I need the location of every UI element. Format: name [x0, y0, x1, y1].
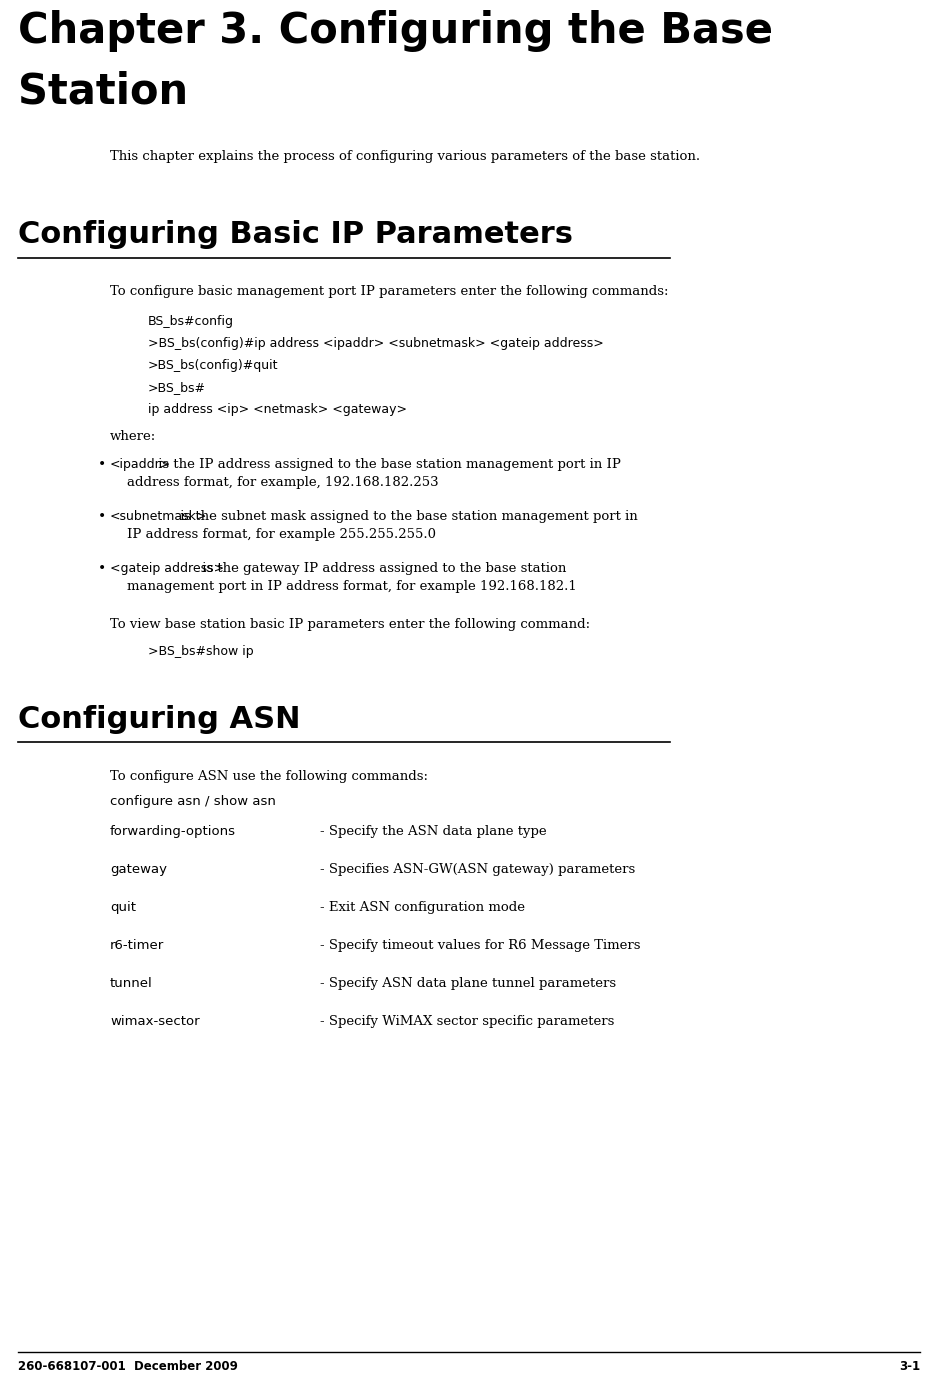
Text: gateway: gateway	[110, 863, 167, 876]
Text: wimax-sector: wimax-sector	[110, 1015, 200, 1027]
Text: - Specify WiMAX sector specific parameters: - Specify WiMAX sector specific paramete…	[320, 1015, 614, 1027]
Text: - Specifies ASN-GW(ASN gateway) parameters: - Specifies ASN-GW(ASN gateway) paramete…	[320, 863, 635, 876]
Text: To view base station basic IP parameters enter the following command:: To view base station basic IP parameters…	[110, 618, 590, 632]
Text: forwarding-options: forwarding-options	[110, 825, 236, 838]
Text: is the IP address assigned to the base station management port in IP: is the IP address assigned to the base s…	[154, 458, 621, 472]
Text: - Specify timeout values for R6 Message Timers: - Specify timeout values for R6 Message …	[320, 939, 641, 952]
Text: >BS_bs#: >BS_bs#	[148, 381, 206, 394]
Text: r6-timer: r6-timer	[110, 939, 164, 952]
Text: Configuring ASN: Configuring ASN	[18, 705, 300, 734]
Text: - Specify ASN data plane tunnel parameters: - Specify ASN data plane tunnel paramete…	[320, 976, 616, 990]
Text: address format, for example, 192.168.182.253: address format, for example, 192.168.182…	[110, 476, 439, 490]
Text: >BS_bs#show ip: >BS_bs#show ip	[148, 645, 253, 658]
Text: is the subnet mask assigned to the base station management port in: is the subnet mask assigned to the base …	[176, 510, 638, 523]
Text: <gateip address>: <gateip address>	[110, 563, 224, 575]
Text: tunnel: tunnel	[110, 976, 153, 990]
Text: 260-668107-001  December 2009: 260-668107-001 December 2009	[18, 1360, 238, 1373]
Text: configure asn / show asn: configure asn / show asn	[110, 796, 276, 808]
Text: <ipaddr>: <ipaddr>	[110, 458, 172, 472]
Text: is the gateway IP address assigned to the base station: is the gateway IP address assigned to th…	[198, 563, 567, 575]
Text: BS_bs#config: BS_bs#config	[148, 314, 234, 328]
Text: where:: where:	[110, 430, 157, 443]
Text: •: •	[98, 563, 106, 576]
Text: •: •	[98, 458, 106, 472]
Text: To configure basic management port IP parameters enter the following commands:: To configure basic management port IP pa…	[110, 285, 669, 298]
Text: <subnetmask>: <subnetmask>	[110, 510, 207, 523]
Text: IP address format, for example 255.255.255.0: IP address format, for example 255.255.2…	[110, 528, 436, 541]
Text: Chapter 3. Configuring the Base: Chapter 3. Configuring the Base	[18, 10, 773, 52]
Text: - Specify the ASN data plane type: - Specify the ASN data plane type	[320, 825, 547, 838]
Text: Station: Station	[18, 70, 189, 112]
Text: •: •	[98, 510, 106, 524]
Text: To configure ASN use the following commands:: To configure ASN use the following comma…	[110, 769, 428, 783]
Text: >BS_bs(config)#ip address <ipaddr> <subnetmask> <gateip address>: >BS_bs(config)#ip address <ipaddr> <subn…	[148, 336, 604, 350]
Text: - Exit ASN configuration mode: - Exit ASN configuration mode	[320, 900, 525, 914]
Text: quit: quit	[110, 900, 136, 914]
Text: management port in IP address format, for example 192.168.182.1: management port in IP address format, fo…	[110, 581, 577, 593]
Text: ip address <ip> <netmask> <gateway>: ip address <ip> <netmask> <gateway>	[148, 403, 407, 416]
Text: 3-1: 3-1	[899, 1360, 920, 1373]
Text: >BS_bs(config)#quit: >BS_bs(config)#quit	[148, 359, 279, 372]
Text: This chapter explains the process of configuring various parameters of the base : This chapter explains the process of con…	[110, 150, 700, 163]
Text: Configuring Basic IP Parameters: Configuring Basic IP Parameters	[18, 221, 573, 250]
